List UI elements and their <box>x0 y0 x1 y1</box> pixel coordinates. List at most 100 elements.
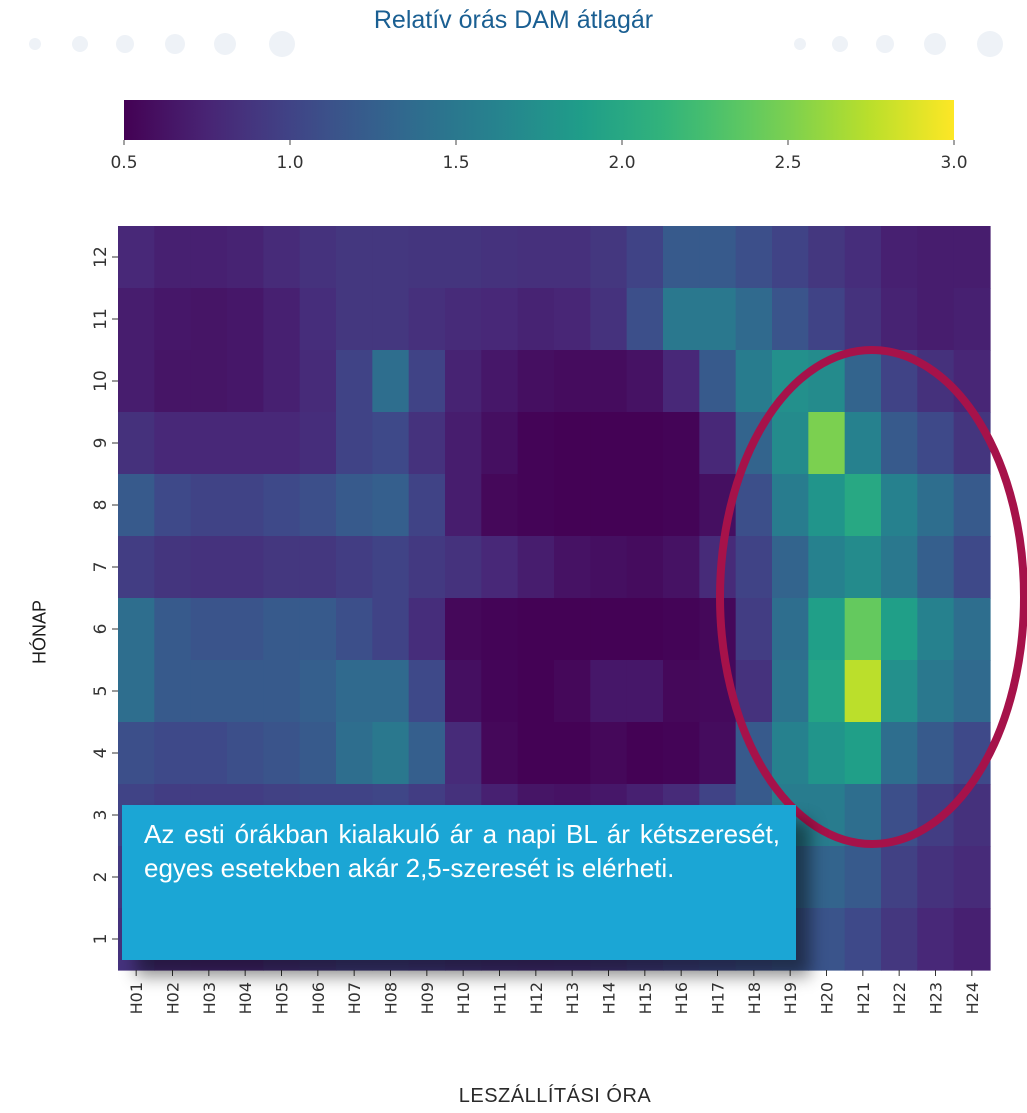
x-tick-label: H13 <box>563 982 582 1014</box>
x-tick-label: H19 <box>781 982 800 1014</box>
x-tick-label: H24 <box>963 982 982 1014</box>
heatmap-cell <box>808 226 846 289</box>
y-tick-label: 12 <box>91 246 111 268</box>
heatmap-cell <box>626 288 664 351</box>
x-tick-label: H01 <box>127 982 146 1014</box>
heatmap-cell <box>590 288 628 351</box>
x-tick-label: H07 <box>345 982 364 1014</box>
heatmap-cell <box>590 474 628 537</box>
heatmap-cell <box>154 412 192 475</box>
heatmap-cell <box>808 474 846 537</box>
heatmap-cell <box>118 350 155 413</box>
heatmap-cell <box>408 536 446 599</box>
heatmap-cell <box>481 288 519 351</box>
x-tick-label: H09 <box>418 982 437 1014</box>
heatmap-cell <box>190 536 228 599</box>
x-tick-label: H12 <box>527 982 546 1014</box>
heatmap-cell <box>626 226 664 289</box>
colorbar: 0.5 1.0 1.5 2.0 2.5 3.0 <box>110 100 968 173</box>
heatmap-cell <box>118 536 155 599</box>
heatmap-cell <box>481 350 519 413</box>
heatmap-cell <box>808 908 846 971</box>
heatmap-cell <box>336 412 373 475</box>
heatmap-cell <box>227 412 264 475</box>
x-tick-label: H05 <box>273 982 292 1014</box>
heatmap-cell <box>517 226 555 289</box>
heatmap-cell <box>408 226 446 289</box>
y-tick-label: 4 <box>91 748 111 759</box>
heatmap-cell <box>154 722 192 785</box>
heatmap-cell <box>917 536 955 599</box>
heatmap-cell <box>154 474 192 537</box>
heatmap-cell <box>190 660 228 723</box>
heatmap-cell <box>590 226 628 289</box>
heatmap-cell <box>190 412 228 475</box>
heatmap-cell <box>445 226 482 289</box>
x-tick-label: H04 <box>236 982 255 1014</box>
heatmap-cell <box>772 598 809 661</box>
heatmap-cell <box>299 474 337 537</box>
heatmap-cell <box>808 288 846 351</box>
heatmap-cell <box>299 722 337 785</box>
heatmap-cell <box>554 722 591 785</box>
heatmap-cell <box>299 412 337 475</box>
heatmap-cell <box>881 226 918 289</box>
heatmap-cell <box>844 660 882 723</box>
heatmap-cell <box>953 660 991 723</box>
heatmap-cell <box>808 660 846 723</box>
y-tick-label: 2 <box>91 872 111 883</box>
callout-box: Az esti órákban kialakuló ár a napi BL á… <box>122 805 796 960</box>
heatmap-cell <box>953 846 991 909</box>
heatmap-cell <box>590 598 628 661</box>
heatmap-cell <box>190 288 228 351</box>
heatmap-cell <box>735 288 773 351</box>
heatmap-cell <box>336 536 373 599</box>
heatmap-cell <box>881 598 918 661</box>
heatmap-cell <box>554 598 591 661</box>
y-tick-label: 5 <box>91 686 111 697</box>
heatmap-cell <box>917 474 955 537</box>
x-tick-label: H18 <box>745 982 764 1014</box>
x-tick-label: H10 <box>454 982 473 1014</box>
heatmap-cell <box>844 226 882 289</box>
heatmap-cell <box>735 598 773 661</box>
heatmap-cell <box>481 412 519 475</box>
y-axis-title: HÓNAP <box>29 599 50 665</box>
heatmap-cell <box>372 412 410 475</box>
heatmap-cell <box>699 412 737 475</box>
heatmap-cell <box>445 722 482 785</box>
colorbar-tick-label: 3.0 <box>940 153 967 173</box>
colorbar-gradient <box>124 100 954 140</box>
heatmap-cell <box>735 536 773 599</box>
heatmap-cell <box>408 288 446 351</box>
heatmap-cell <box>699 226 737 289</box>
heatmap-cell <box>445 350 482 413</box>
heatmap-cell <box>445 412 482 475</box>
heatmap-cell <box>299 350 337 413</box>
heatmap-cell <box>118 660 155 723</box>
heatmap-cell <box>154 536 192 599</box>
heatmap-cell <box>336 660 373 723</box>
heatmap-cell <box>517 474 555 537</box>
y-tick-label: 11 <box>91 308 111 330</box>
heatmap-cell <box>953 288 991 351</box>
heatmap-cell <box>554 660 591 723</box>
heatmap-cell <box>626 660 664 723</box>
heatmap-cell <box>408 350 446 413</box>
heatmap-cell <box>808 598 846 661</box>
heatmap-cell <box>227 226 264 289</box>
heatmap-cell <box>118 474 155 537</box>
heatmap-cell <box>336 350 373 413</box>
heatmap-cell <box>590 536 628 599</box>
heatmap-cell <box>626 598 664 661</box>
heatmap-cell <box>263 660 301 723</box>
heatmap-cell <box>590 350 628 413</box>
heatmap-cell <box>517 722 555 785</box>
x-tick-label: H17 <box>709 982 728 1014</box>
heatmap-cell <box>554 474 591 537</box>
heatmap-cell <box>844 784 882 847</box>
heatmap-cell <box>481 226 519 289</box>
heatmap-cell <box>263 288 301 351</box>
heatmap-cell <box>663 660 700 723</box>
y-axis-title-wrap: HÓNAP <box>20 600 60 664</box>
